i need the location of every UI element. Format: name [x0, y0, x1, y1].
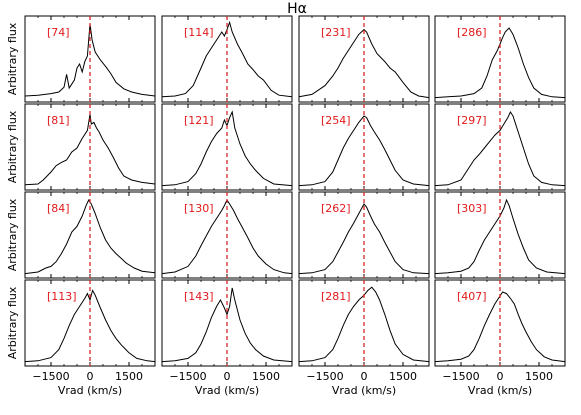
panel: [121]	[161, 103, 293, 191]
x-tick-label: −1500	[169, 370, 206, 383]
spectrum-line	[161, 287, 293, 363]
spectrum-line	[434, 198, 566, 275]
panel: [297]	[434, 103, 566, 191]
panel-label: [114]	[184, 26, 214, 39]
x-tick-label: 1500	[525, 370, 553, 383]
panel-label: [254]	[321, 114, 351, 127]
y-axis-label: Arbitrary flux	[6, 198, 19, 271]
panel-label: [231]	[321, 26, 351, 39]
panel: [81] Arbitrary flux	[6, 103, 156, 191]
panel: [114]	[161, 15, 293, 103]
panel-label: [303]	[457, 202, 487, 215]
figure-title: Hα	[287, 1, 307, 17]
spectrum-line	[434, 291, 566, 363]
panel: [262]	[298, 191, 430, 279]
panel: −1500 0 1500 [113] Arbitrary flux Vrad (km/s)	[6, 279, 156, 397]
panel-label: [143]	[184, 290, 214, 303]
panel-label: [113]	[47, 290, 77, 303]
spectrum-line	[298, 115, 430, 187]
x-tick-label: −1500	[306, 370, 343, 383]
panel-label: [286]	[457, 26, 487, 39]
panel-label: [407]	[457, 290, 487, 303]
spectrum-line	[24, 198, 156, 275]
x-tick-label: 1500	[389, 370, 417, 383]
spectrum-line	[298, 28, 430, 99]
x-axis-label: Vrad (km/s)	[58, 384, 122, 397]
spectrum-line	[161, 20, 293, 98]
panel: −1500 0 1500 [143] Vrad (km/s)	[161, 279, 293, 397]
spectrum-line	[434, 110, 566, 187]
spectrum-line	[24, 289, 156, 363]
x-axis-label: Vrad (km/s)	[332, 384, 396, 397]
x-tick-label: 1500	[252, 370, 280, 383]
y-axis-label: Arbitrary flux	[6, 110, 19, 183]
panel: [231]	[298, 15, 430, 103]
x-tick-label: 0	[497, 370, 504, 383]
panel: [130]	[161, 191, 293, 279]
x-tick-label: 1500	[115, 370, 143, 383]
panel-grid: [74] Arbitrary flux [114] [231] [286] [81] Arb…	[6, 15, 566, 397]
x-axis-label: Vrad (km/s)	[468, 384, 532, 397]
x-axis-label: Vrad (km/s)	[195, 384, 259, 397]
spectrum-line	[161, 198, 293, 275]
spectrum-line	[434, 27, 566, 99]
panel: [74] Arbitrary flux	[6, 15, 156, 103]
panel: −1500 0 1500 [407] Vrad (km/s)	[434, 279, 566, 397]
panel: [303]	[434, 191, 566, 279]
spectrum-line	[298, 286, 430, 363]
panel-label: [130]	[184, 202, 214, 215]
x-tick-label: −1500	[442, 370, 479, 383]
x-tick-label: 0	[87, 370, 94, 383]
panel-label: [121]	[184, 114, 214, 127]
panel: [254]	[298, 103, 430, 191]
spectrum-line	[24, 23, 156, 97]
panel: −1500 0 1500 [281] Vrad (km/s)	[298, 279, 430, 397]
panel-label: [74]	[47, 26, 70, 39]
spectrum-line	[298, 203, 430, 275]
x-tick-label: 0	[361, 370, 368, 383]
panel-label: [281]	[321, 290, 351, 303]
y-axis-label: Arbitrary flux	[6, 286, 19, 359]
panel: [84] Arbitrary flux	[6, 191, 156, 279]
y-axis-label: Arbitrary flux	[6, 22, 19, 95]
x-tick-label: −1500	[32, 370, 69, 383]
x-tick-label: 0	[224, 370, 231, 383]
panel-label: [297]	[457, 114, 487, 127]
panel-label: [81]	[47, 114, 70, 127]
panel: [286]	[434, 15, 566, 103]
panel-label: [84]	[47, 202, 70, 215]
panel-label: [262]	[321, 202, 351, 215]
